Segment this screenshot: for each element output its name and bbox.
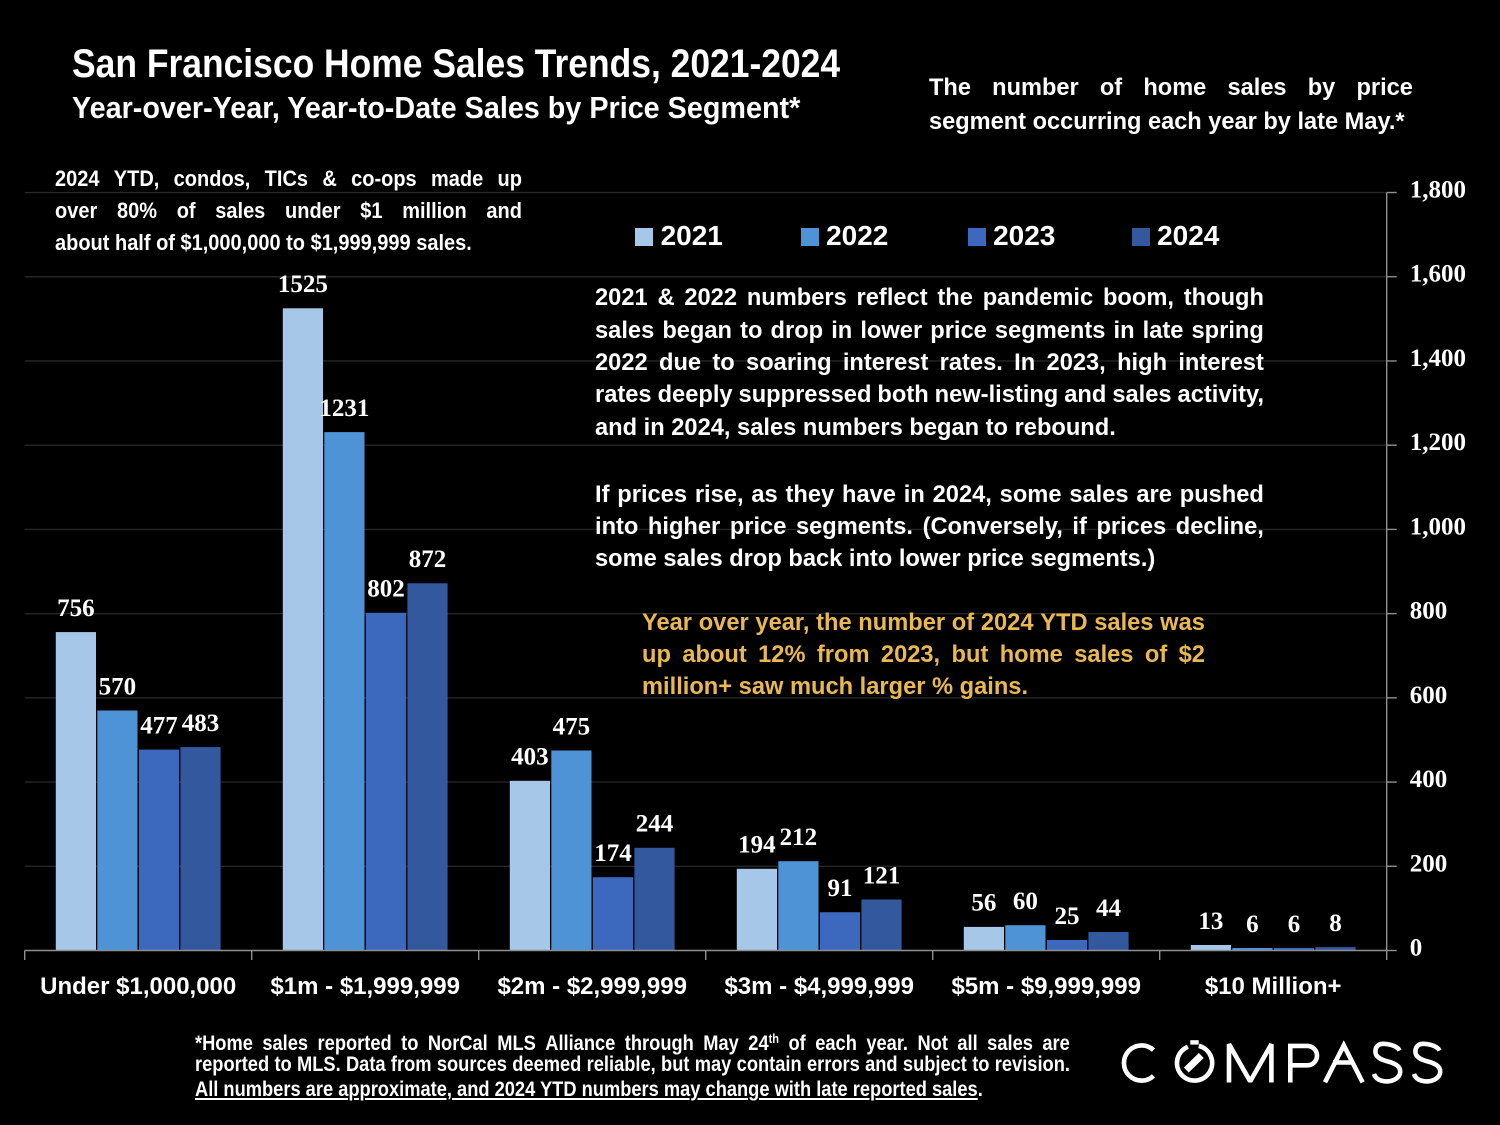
svg-text:6: 6 (1288, 911, 1301, 938)
svg-text:756: 756 (57, 595, 95, 622)
svg-text:194: 194 (738, 832, 776, 859)
svg-text:8: 8 (1329, 910, 1342, 937)
svg-text:0: 0 (1410, 935, 1423, 962)
svg-text:570: 570 (99, 673, 137, 700)
svg-text:403: 403 (511, 744, 549, 771)
svg-text:Under $1,000,000: Under $1,000,000 (40, 973, 236, 1000)
svg-text:$1m - $1,999,999: $1m - $1,999,999 (270, 973, 459, 1000)
svg-text:1,400: 1,400 (1410, 345, 1466, 372)
svg-text:60: 60 (1013, 888, 1038, 915)
svg-text:872: 872 (409, 546, 447, 573)
svg-text:$5m - $9,999,999: $5m - $9,999,999 (951, 973, 1140, 1000)
svg-text:1,200: 1,200 (1410, 429, 1466, 456)
svg-text:244: 244 (636, 811, 674, 838)
svg-text:600: 600 (1410, 682, 1448, 709)
svg-text:800: 800 (1410, 598, 1448, 625)
svg-text:6: 6 (1246, 911, 1259, 938)
svg-text:475: 475 (553, 713, 591, 740)
svg-text:200: 200 (1410, 850, 1448, 877)
svg-text:25: 25 (1055, 903, 1080, 930)
svg-text:44: 44 (1096, 895, 1122, 922)
svg-text:121: 121 (863, 862, 901, 889)
svg-text:$2m - $2,999,999: $2m - $2,999,999 (497, 973, 686, 1000)
svg-text:91: 91 (828, 875, 853, 902)
svg-text:1525: 1525 (278, 271, 328, 298)
svg-text:174: 174 (594, 840, 632, 867)
svg-text:483: 483 (182, 710, 220, 737)
svg-text:477: 477 (140, 712, 178, 739)
svg-text:$3m - $4,999,999: $3m - $4,999,999 (724, 973, 913, 1000)
svg-text:1231: 1231 (319, 395, 369, 422)
svg-text:1,000: 1,000 (1410, 513, 1466, 540)
svg-text:212: 212 (780, 824, 818, 851)
svg-text:13: 13 (1198, 908, 1223, 935)
svg-text:1,600: 1,600 (1410, 261, 1466, 288)
svg-text:$10 Million+: $10 Million+ (1205, 973, 1342, 1000)
svg-text:400: 400 (1410, 766, 1448, 793)
svg-text:802: 802 (367, 576, 405, 603)
svg-text:56: 56 (971, 890, 996, 917)
svg-text:1,800: 1,800 (1410, 177, 1466, 204)
